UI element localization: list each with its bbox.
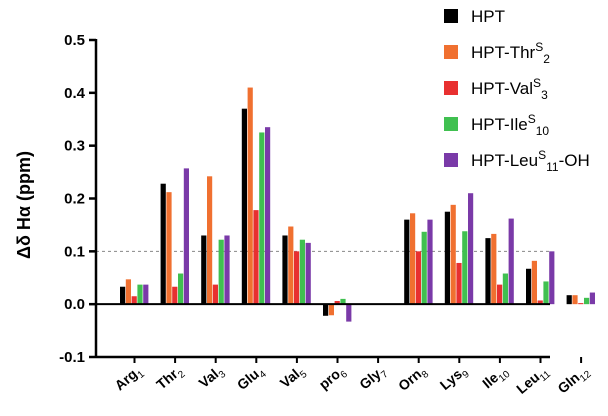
y-tick-label: 0.1 — [64, 243, 85, 260]
bar-hpt-vals3-2 — [212, 284, 218, 305]
bar-hpt-5 — [323, 304, 329, 316]
bar-hpt-11 — [566, 295, 572, 305]
bar-hpt-iles10-2 — [218, 239, 224, 305]
legend-swatch — [444, 117, 458, 131]
x-tick-label: Arg1 — [111, 362, 147, 397]
bar-hpt-leus11-oh-11 — [589, 292, 595, 305]
bar-hpt-thrs2-7 — [410, 213, 416, 305]
y-tick-label: 0.2 — [64, 191, 85, 208]
x-tick-label: Gly7 — [356, 362, 391, 396]
bar-hpt-thrs2-2 — [207, 176, 213, 305]
x-tick-label: Val3 — [196, 362, 229, 394]
y-tick-label: 0.5 — [64, 32, 85, 49]
bar-hpt-10 — [526, 268, 532, 305]
x-tick-label: Thr2 — [153, 362, 188, 396]
bar-hpt-vals3-5 — [334, 300, 340, 305]
bar-hpt-thrs2-9 — [491, 233, 497, 305]
x-tick-label: Glu4 — [234, 362, 269, 396]
bar-hpt-2 — [201, 235, 207, 305]
bar-hpt-vals3-7 — [415, 251, 421, 305]
y-tick-label: 0.4 — [64, 85, 86, 102]
bar-hpt-iles10-8 — [462, 231, 468, 305]
legend-entry: HPT-IleS10 — [471, 112, 549, 138]
legend-entry: HPT — [471, 7, 505, 26]
legend-swatch — [444, 81, 458, 95]
bar-hpt-iles10-0 — [137, 284, 143, 305]
bar-hpt-iles10-11 — [584, 297, 590, 305]
y-tick-label: 0.3 — [64, 138, 85, 155]
x-tick-label: Leu11 — [513, 362, 553, 400]
legend-entry: HPT-ValS3 — [471, 76, 548, 102]
bar-hpt-leus11-oh-7 — [427, 219, 433, 305]
bar-hpt-0 — [120, 286, 126, 305]
bar-hpt-thrs2-3 — [247, 87, 253, 305]
bar-hpt-3 — [241, 108, 247, 305]
legend: HPT HPT-ThrS2 HPT-ValS3 HPT-IleS10 HPT-LeuS1… — [444, 7, 590, 174]
bar-hpt-iles10-5 — [340, 298, 346, 305]
bar-hpt-thrs2-8 — [450, 204, 456, 305]
bar-hpt-thrs2-4 — [288, 226, 294, 305]
y-tick-label: 0.0 — [64, 296, 85, 313]
x-tick-label: Val5 — [277, 362, 310, 394]
bar-hpt-vals3-11 — [578, 303, 584, 305]
legend-swatch — [444, 45, 458, 59]
legend-swatch — [444, 9, 458, 23]
legend-swatch — [444, 153, 458, 167]
y-ticks: -0.1 0.0 0.1 0.2 0.3 0.4 0.5 — [59, 32, 96, 366]
bar-hpt-9 — [485, 238, 491, 305]
bar-hpt-leus11-oh-8 — [468, 193, 474, 305]
bar-hpt-iles10-10 — [543, 281, 549, 305]
bar-hpt-iles10-7 — [421, 231, 427, 305]
bar-hpt-1 — [160, 183, 166, 305]
bar-hpt-vals3-0 — [131, 296, 137, 305]
bars — [120, 87, 595, 322]
bar-hpt-leus11-oh-3 — [265, 127, 271, 305]
bar-hpt-8 — [444, 211, 450, 305]
bar-hpt-thrs2-11 — [572, 295, 578, 305]
bar-hpt-vals3-4 — [294, 251, 300, 305]
x-tick-label: Ile10 — [479, 362, 513, 395]
x-tick-label: Gln12 — [554, 362, 594, 400]
bar-hpt-leus11-oh-0 — [143, 284, 149, 305]
bar-hpt-leus11-oh-1 — [183, 168, 189, 305]
bar-hpt-iles10-1 — [178, 273, 184, 305]
bar-hpt-leus11-oh-9 — [508, 218, 514, 305]
bar-hpt-vals3-1 — [172, 286, 178, 305]
bar-hpt-leus11-oh-2 — [224, 235, 230, 305]
y-tick-label: -0.1 — [59, 349, 85, 366]
bar-hpt-4 — [282, 235, 288, 305]
y-axis-label: Δδ Hα (ppm) — [14, 151, 34, 259]
bar-hpt-7 — [404, 219, 410, 305]
bar-hpt-thrs2-10 — [531, 260, 537, 305]
bar-hpt-vals3-3 — [253, 210, 259, 305]
bar-hpt-vals3-10 — [537, 300, 543, 305]
bar-hpt-iles10-3 — [259, 132, 265, 305]
bar-hpt-thrs2-5 — [328, 304, 334, 316]
bar-hpt-vals3-9 — [497, 284, 503, 305]
bar-hpt-vals3-8 — [456, 262, 462, 305]
bar-hpt-thrs2-1 — [166, 192, 172, 305]
bar-hpt-iles10-4 — [299, 239, 305, 305]
bar-hpt-leus11-oh-5 — [346, 304, 352, 322]
x-tick-labels: Arg1 Thr2 Val3 Glu4 Val5 pro6 Gly7 Orn8 Lys9 Ile1… — [111, 357, 594, 400]
x-tick-label: pro6 — [316, 362, 351, 396]
x-tick-label: Lys9 — [437, 362, 473, 396]
bar-hpt-thrs2-0 — [125, 279, 131, 305]
bar-hpt-leus11-oh-4 — [305, 242, 311, 305]
legend-entry: HPT-ThrS2 — [471, 40, 550, 66]
x-tick-label: Orn8 — [395, 362, 432, 397]
legend-entry: HPT-LeuS11-OH — [471, 148, 590, 174]
bar-hpt-iles10-9 — [502, 273, 508, 305]
bar-hpt-leus11-oh-10 — [549, 251, 555, 305]
